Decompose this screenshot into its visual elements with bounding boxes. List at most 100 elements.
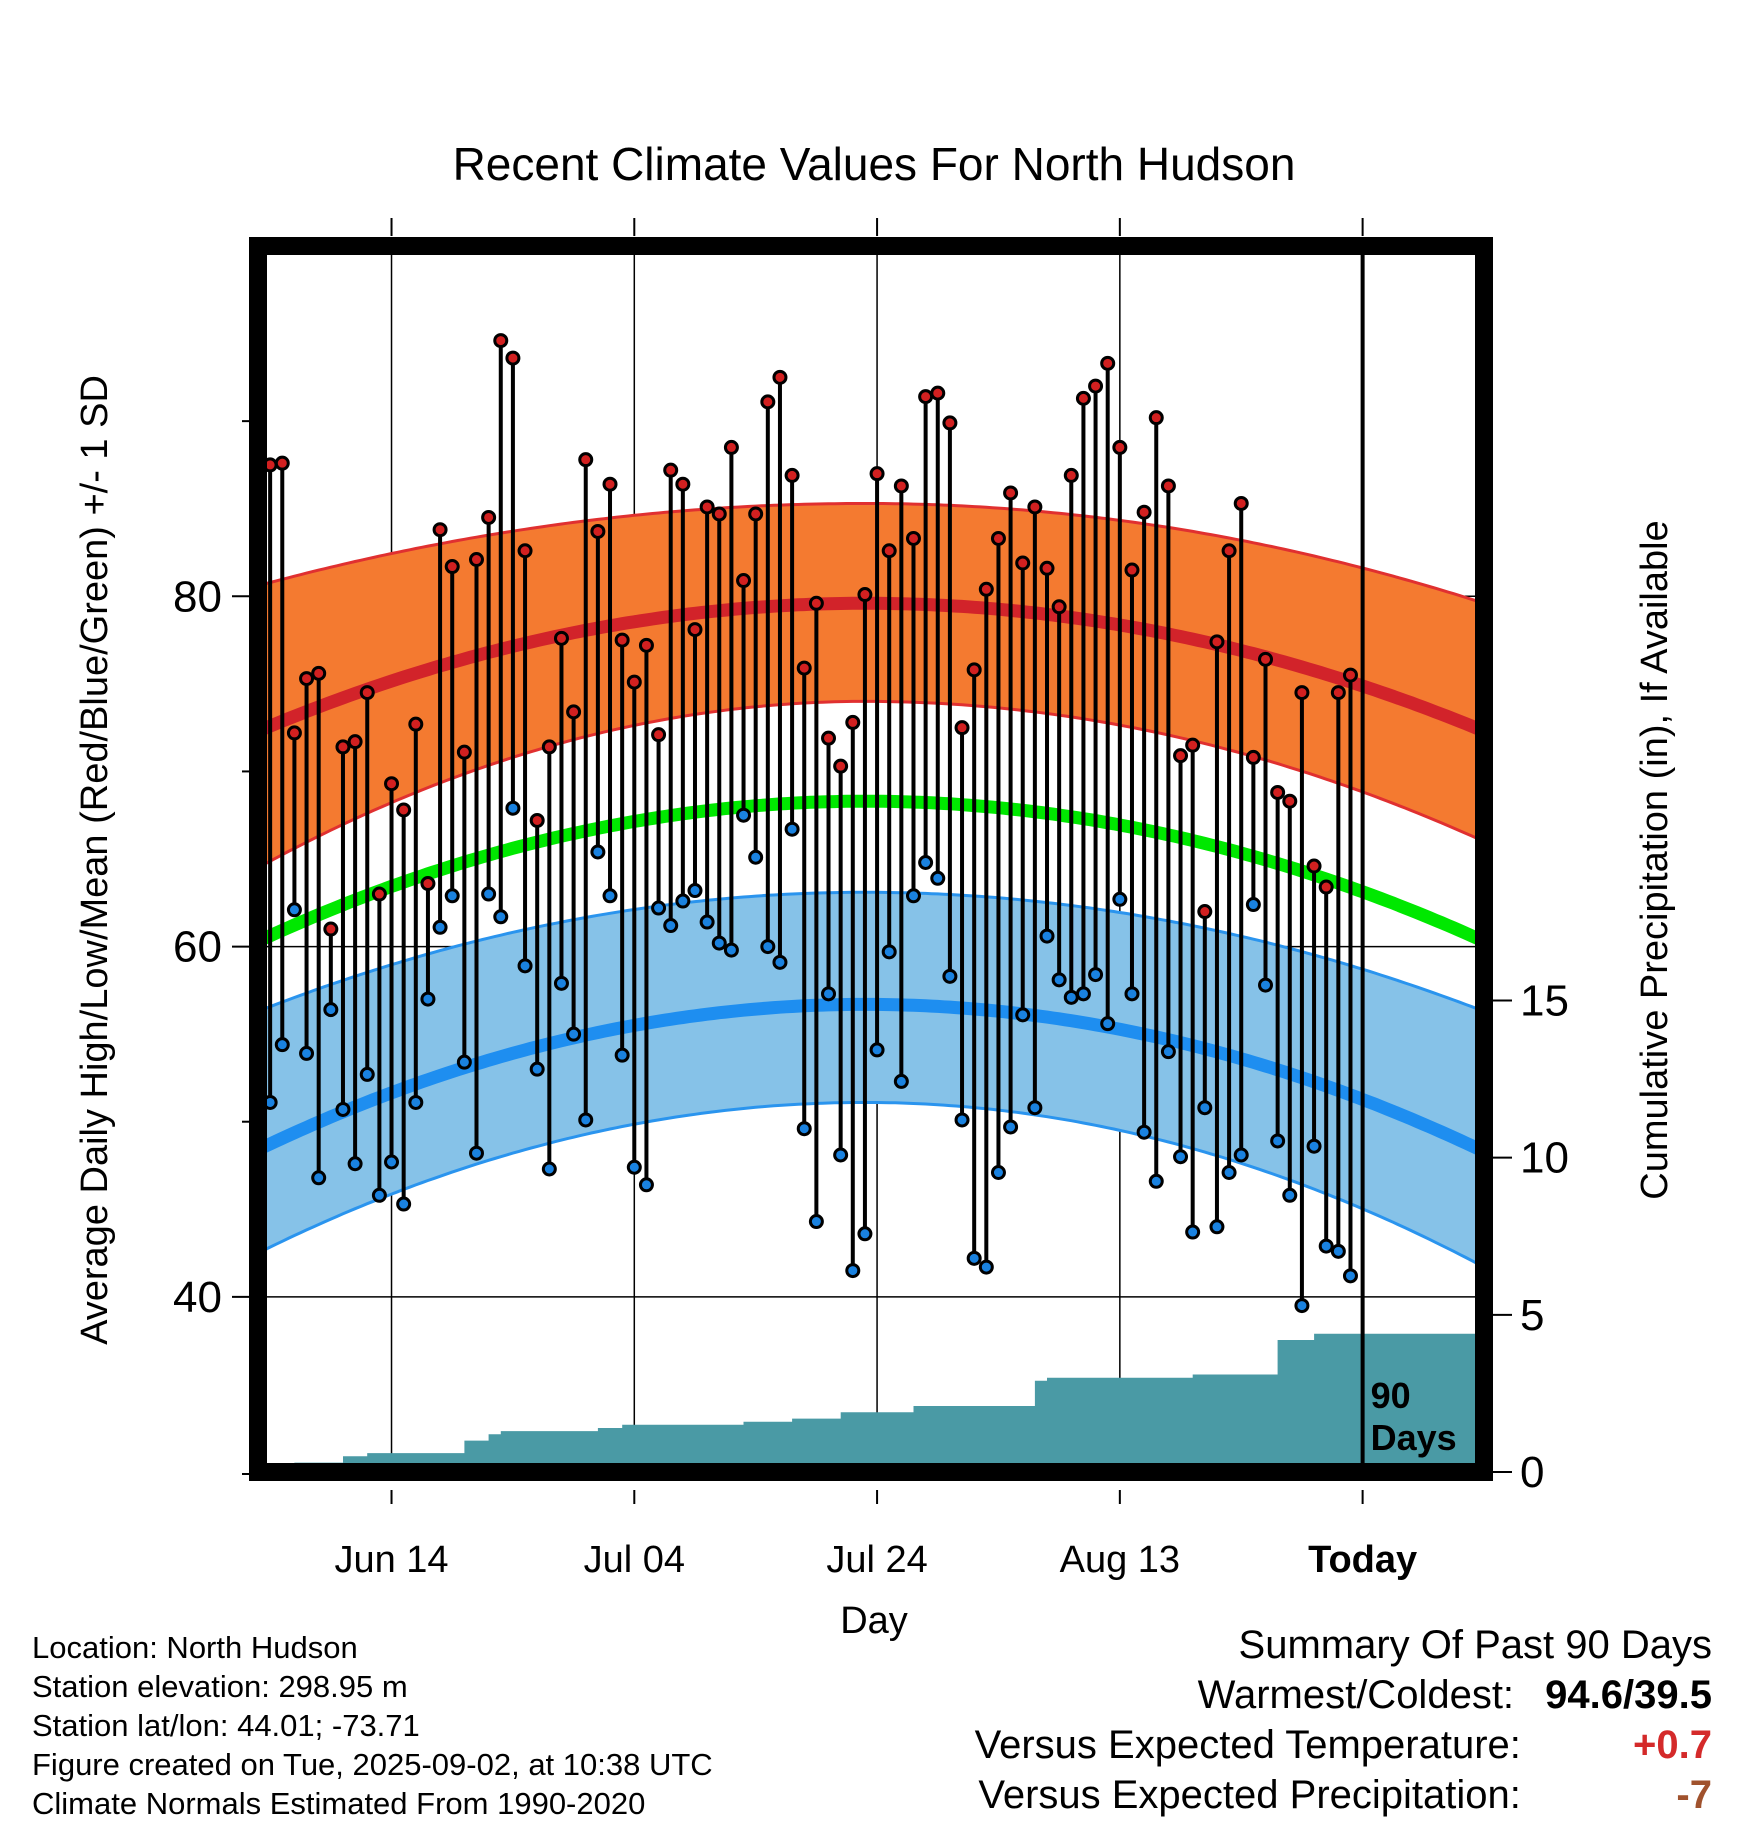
high-point xyxy=(857,587,873,603)
low-point xyxy=(553,975,569,991)
plot-frame xyxy=(249,237,1493,1481)
plot-area xyxy=(258,333,1484,1472)
x-tick-label: Jul 04 xyxy=(584,1539,685,1581)
high-point xyxy=(736,573,752,589)
high-point xyxy=(408,716,424,732)
temp-row: Versus Expected Temperature: +0.7 xyxy=(975,1720,1712,1770)
low-point xyxy=(481,886,497,902)
high-point xyxy=(359,685,375,701)
temp-value: +0.7 xyxy=(1633,1723,1712,1767)
low-point xyxy=(1112,891,1128,907)
low-point xyxy=(736,807,752,823)
low-point xyxy=(1270,1133,1286,1149)
x-axis-label: Day xyxy=(840,1600,908,1642)
high-point xyxy=(529,812,545,828)
low-point xyxy=(1160,1044,1176,1060)
high-point xyxy=(638,637,654,653)
y-axis-label: Average Daily High/Low/Mean (Red/Blue/Gr… xyxy=(74,375,116,1345)
high-point xyxy=(1051,599,1067,615)
high-point xyxy=(1100,355,1116,371)
low-point xyxy=(1088,967,1104,983)
high-point xyxy=(687,622,703,638)
low-point xyxy=(541,1161,557,1177)
high-point xyxy=(456,744,472,760)
low-point xyxy=(1136,1124,1152,1140)
low-point xyxy=(468,1145,484,1161)
low-point xyxy=(274,1037,290,1053)
low-point xyxy=(1039,928,1055,944)
high-point xyxy=(274,455,290,471)
low-point xyxy=(517,958,533,974)
x-tick-label: Aug 13 xyxy=(1060,1539,1180,1581)
low-point xyxy=(1294,1298,1310,1314)
high-sd-band xyxy=(258,502,1484,870)
low-point xyxy=(1233,1147,1249,1163)
high-point xyxy=(1282,793,1298,809)
low-point xyxy=(335,1101,351,1117)
low-point xyxy=(954,1112,970,1128)
high-point xyxy=(723,439,739,455)
low-point xyxy=(881,944,897,960)
high-point xyxy=(772,369,788,385)
high-point xyxy=(299,671,315,687)
low-point xyxy=(1197,1100,1213,1116)
high-point xyxy=(808,595,824,611)
low-point xyxy=(918,855,934,871)
today-label: 90 Days xyxy=(1371,1375,1457,1458)
precip-row: Versus Expected Precipitation: -7 xyxy=(975,1770,1712,1820)
low-point xyxy=(942,968,958,984)
high-point xyxy=(1136,504,1152,520)
high-point xyxy=(384,776,400,792)
low-point xyxy=(505,800,521,816)
high-point xyxy=(420,876,436,892)
high-point xyxy=(517,543,533,559)
low-point xyxy=(687,883,703,899)
high-point xyxy=(1112,439,1128,455)
y2-tick-label: 5 xyxy=(1520,1291,1544,1340)
low-point xyxy=(711,935,727,951)
low-point xyxy=(1100,1016,1116,1032)
low-point xyxy=(1318,1238,1334,1254)
elevation-text: Station elevation: 298.95 m xyxy=(32,1669,408,1704)
y-tick-label: 60 xyxy=(173,923,222,972)
low-point xyxy=(359,1066,375,1082)
low-point xyxy=(566,1026,582,1042)
low-point xyxy=(663,918,679,934)
low-point xyxy=(1051,972,1067,988)
low-point xyxy=(1306,1138,1322,1154)
high-point xyxy=(602,476,618,492)
x-tick-label: Today xyxy=(1308,1539,1417,1581)
low-point xyxy=(966,1250,982,1266)
high-point xyxy=(371,886,387,902)
high-point xyxy=(1124,562,1140,578)
low-point xyxy=(893,1073,909,1089)
high-point xyxy=(760,394,776,410)
low-point xyxy=(626,1159,642,1175)
high-point xyxy=(1258,651,1274,667)
high-point xyxy=(990,530,1006,546)
high-point xyxy=(869,466,885,482)
low-point xyxy=(614,1047,630,1063)
high-point xyxy=(1173,748,1189,764)
low-point xyxy=(857,1226,873,1242)
low-point xyxy=(493,909,509,925)
high-point xyxy=(541,739,557,755)
high-point xyxy=(881,543,897,559)
low-point xyxy=(432,919,448,935)
precip-label: Versus Expected Precipitation: xyxy=(978,1773,1521,1817)
y2-axis-label: Cumulative Precipitation (in), If Availa… xyxy=(1634,520,1676,1199)
warmest-coldest-label: Warmest/Coldest: xyxy=(1197,1673,1515,1717)
high-point xyxy=(1160,478,1176,494)
low-point xyxy=(1221,1165,1237,1181)
high-point xyxy=(978,581,994,597)
low-point xyxy=(408,1094,424,1110)
high-point xyxy=(942,415,958,431)
summary-title: Summary Of Past 90 Days xyxy=(1238,1623,1712,1667)
low-point xyxy=(323,1002,339,1018)
high-point xyxy=(396,802,412,818)
high-point xyxy=(1233,495,1249,511)
high-point xyxy=(347,734,363,750)
low-point xyxy=(602,888,618,904)
high-point xyxy=(1075,390,1091,406)
